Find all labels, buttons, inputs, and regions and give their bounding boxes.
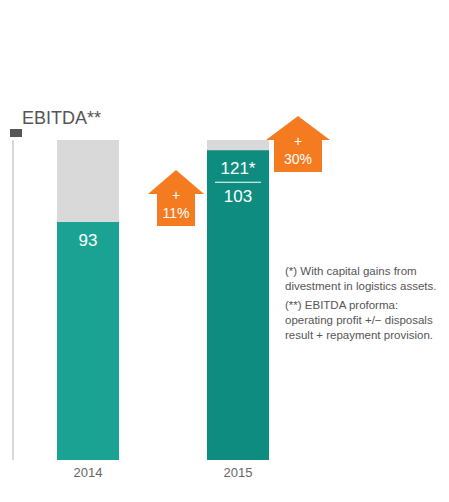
svg-text:121*: 121*: [221, 159, 256, 178]
html-text:(*) With capital gains from di: (*) With capital gains from divestment i…: [285, 265, 437, 292]
html-text:EBITDA**: EBITDA**: [22, 108, 101, 128]
svg-text:2014: 2014: [74, 465, 103, 480]
svg-text:2015: 2015: [224, 465, 253, 480]
svg-text:30%: 30%: [284, 151, 312, 167]
svg-text:+: +: [294, 133, 302, 149]
svg-text:11%: 11%: [163, 205, 190, 221]
html-text:(**) EBITDA proforma: operatin: (**) EBITDA proforma: operating profit +…: [285, 299, 433, 341]
svg-text:103: 103: [224, 187, 252, 206]
svg-text:+: +: [172, 187, 180, 203]
svg-text:93: 93: [79, 231, 98, 250]
